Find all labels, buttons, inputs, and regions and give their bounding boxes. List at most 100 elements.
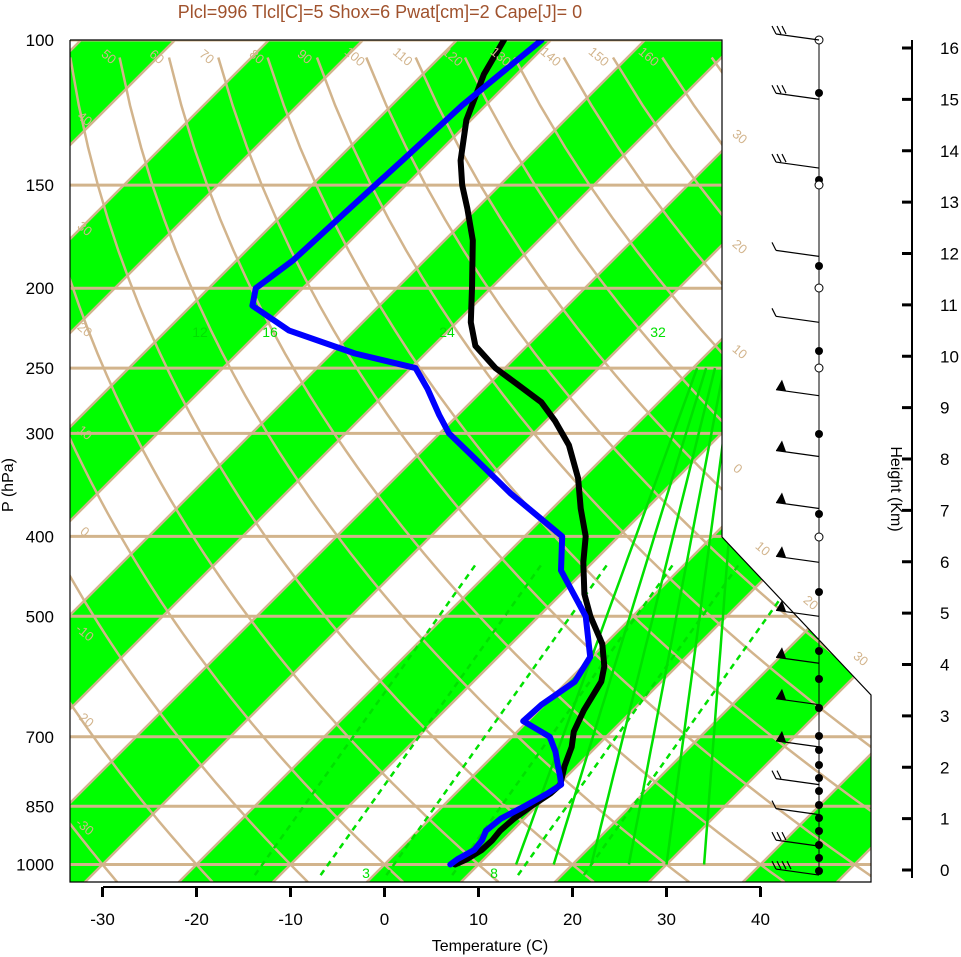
wind-barb-flag — [776, 688, 786, 700]
wind-barb-tick — [781, 25, 787, 35]
wind-barb-staff — [775, 449, 820, 458]
height-tick-label: 3 — [940, 707, 949, 726]
wind-barb-flag — [776, 440, 786, 452]
temperature-band — [70, 40, 631, 882]
wind-barbs — [771, 25, 824, 876]
wind-barb-flag — [776, 647, 786, 659]
temperature-tick-label: 10 — [469, 910, 488, 929]
isotherm-line — [70, 40, 726, 882]
pressure-tick-label: 850 — [26, 797, 54, 816]
dry-adiabat — [70, 57, 595, 882]
moist-adiabat — [665, 367, 735, 865]
wind-level-open-dot — [814, 532, 824, 542]
wind-barb-flag — [776, 730, 786, 742]
wind-barb-tick — [776, 25, 782, 35]
wind-barb-flag — [776, 492, 786, 504]
wind-barb-staff — [775, 249, 820, 257]
wind-level-dot — [815, 841, 823, 849]
temperature-band — [0, 0, 67, 899]
pressure-tick-label: 300 — [26, 424, 54, 443]
wind-level-dot — [815, 746, 823, 754]
height-tick-label: 9 — [940, 399, 949, 418]
mixing-ratio-line — [451, 561, 676, 876]
mixing-ratio-label: 24 — [439, 324, 455, 340]
wind-barb-flag — [776, 546, 786, 558]
wind-barb-tick — [781, 153, 787, 163]
wind-barb-staff — [775, 555, 820, 563]
height-tick-label: 16 — [940, 39, 959, 58]
temperature-band — [538, 40, 871, 882]
wind-barb-staff — [775, 698, 820, 706]
temperature-tick-label: 20 — [563, 910, 582, 929]
moist-adiabat — [627, 367, 726, 865]
wind-barb-tick — [771, 242, 777, 251]
pressure-tick-label: 200 — [26, 279, 54, 298]
mixing-ratio-line — [516, 561, 742, 876]
mixing-ratio-label: 32 — [650, 324, 666, 340]
wind-level-dot — [815, 761, 823, 769]
wind-level-dot — [815, 430, 823, 438]
wind-level-dot — [815, 787, 823, 795]
dry-adiabat — [759, 56, 871, 882]
wind-barb-staff — [775, 609, 820, 617]
wind-level-dot — [815, 827, 823, 835]
temperature-axis: -30 -20 -10 0 10 20 30 40 — [90, 886, 770, 929]
wind-level-dot — [815, 814, 823, 822]
wind-barb-tick — [771, 770, 777, 779]
dry-adiabat — [414, 56, 871, 882]
wind-level-dot — [815, 89, 823, 97]
wind-barb-tick — [776, 153, 782, 163]
isotherm-label: 30 — [851, 648, 872, 669]
wind-barb-tick — [781, 84, 787, 94]
wind-level-dot — [815, 347, 823, 355]
mixing-ratio-line — [582, 561, 808, 876]
wind-barb-tick — [776, 84, 782, 94]
height-tick-label: 15 — [940, 90, 959, 109]
isotherm-line — [70, 40, 444, 882]
temperature-band — [70, 40, 443, 882]
dry-adiabat — [70, 57, 214, 882]
wind-barb-tick — [776, 831, 782, 841]
isotherm-line — [70, 40, 632, 882]
mixing-ratio-labels: 12 16 24 32 3 8 — [192, 324, 666, 881]
dewpoint-line — [249, 40, 594, 868]
height-tick-label: 2 — [940, 758, 949, 777]
dry-adiabat — [70, 57, 404, 882]
temperature-tick-label: 40 — [751, 910, 770, 929]
height-tick-label: 13 — [940, 193, 959, 212]
height-tick-label: 10 — [940, 347, 959, 366]
dry-adiabat — [266, 57, 871, 882]
pressure-axis: 100 150 200 250 300 400 500 700 850 1000 — [16, 31, 54, 875]
dry-adiabat — [217, 57, 871, 882]
wind-barb-flag — [776, 600, 786, 612]
pressure-tick-label: 250 — [26, 359, 54, 378]
wind-barb-tick — [771, 153, 777, 163]
dry-adiabat — [70, 57, 500, 882]
height-tick-label: 6 — [940, 553, 949, 572]
height-tick-label: 1 — [940, 810, 949, 829]
wind-level-dot — [815, 647, 823, 655]
isotherm-label: 10 — [730, 341, 751, 362]
isotherm-label: 10 — [753, 538, 774, 559]
wind-barb-staff — [775, 92, 820, 100]
wind-barb-staff — [775, 808, 820, 816]
wind-barb-tick — [781, 831, 787, 841]
wind-barb-staff — [775, 778, 820, 786]
wind-level-dot — [815, 854, 823, 862]
mixing-ratio-label: 12 — [192, 324, 208, 340]
isotherm-line — [70, 40, 350, 882]
wind-barb-flag — [776, 379, 786, 391]
wind-barb-tick — [771, 25, 777, 35]
mixing-ratio-line — [319, 561, 545, 876]
wind-level-open-dot — [814, 180, 824, 190]
pressure-tick-label: 1000 — [16, 856, 54, 875]
pressure-tick-label: 400 — [26, 527, 54, 546]
y-axis-label: P (hPa) — [0, 458, 17, 512]
isotherm-label: 150 — [586, 44, 612, 69]
moist-adiabat — [514, 367, 699, 865]
moist-adiabat — [590, 367, 717, 865]
wind-barb-tick — [771, 308, 777, 317]
wind-level-dot — [815, 867, 823, 875]
